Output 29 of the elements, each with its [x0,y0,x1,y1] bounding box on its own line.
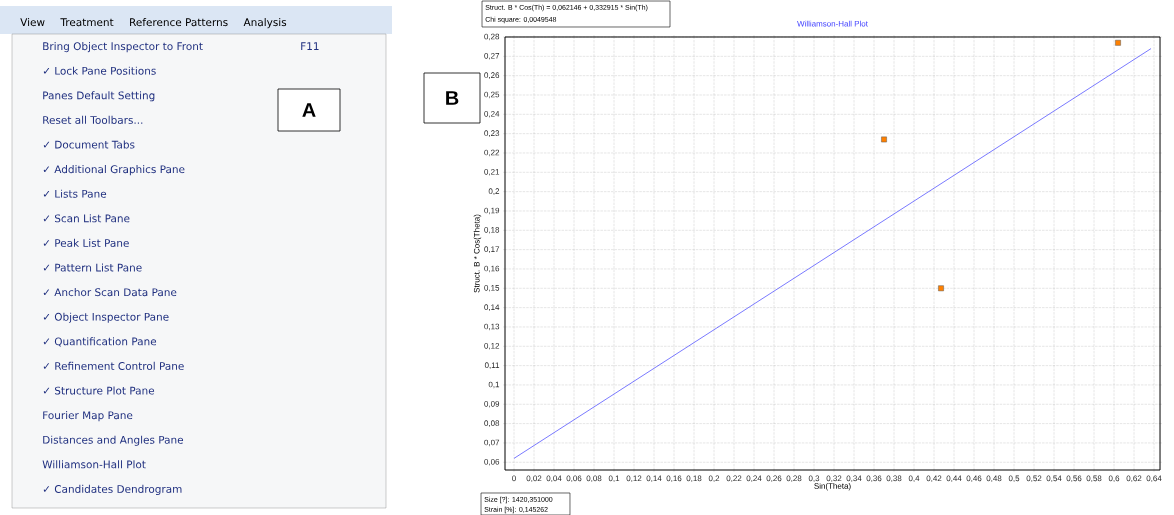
text: Distances and Angles Pane [43,435,184,446]
text: Bring Object Inspector to Front [43,42,203,53]
text: ✓ Refinement Control Pane [43,361,184,370]
text: ✓ Quantification Pane [43,337,157,347]
text: Panes Default Setting [43,91,155,102]
text: Williamson-Hall Plot [42,460,146,469]
text: View [20,18,45,27]
text: ✓ Peak List Pane [43,238,129,247]
text: ✓ Structure Plot Pane [43,386,155,395]
point [938,285,944,292]
text: ✓ Lists Pane [43,189,107,198]
text: ✓ Candidates Dendrogram [43,484,182,495]
point [1115,39,1121,46]
text: ✓ Pattern List Pane [43,263,142,272]
text: ✓ Anchor Scan Data Pane [43,288,177,297]
text: ✓ Object Inspector Pane [43,312,169,323]
point [881,136,887,143]
text: B [446,91,459,105]
text: ✓ Scan List Pane [43,214,130,223]
text: Analysis [243,18,287,29]
text: Fourier Map Pane [43,411,133,422]
text: F11 [301,42,319,50]
text: Treatment [60,18,114,27]
text: A [302,103,316,117]
text: ✓ Additional Graphics Pane [43,165,185,176]
text: Reference Patterns [130,18,228,27]
text: Reset all Toolbars... [43,115,143,124]
text: ✓ Lock Pane Positions [43,66,156,75]
text: ✓ Document Tabs [43,140,135,149]
